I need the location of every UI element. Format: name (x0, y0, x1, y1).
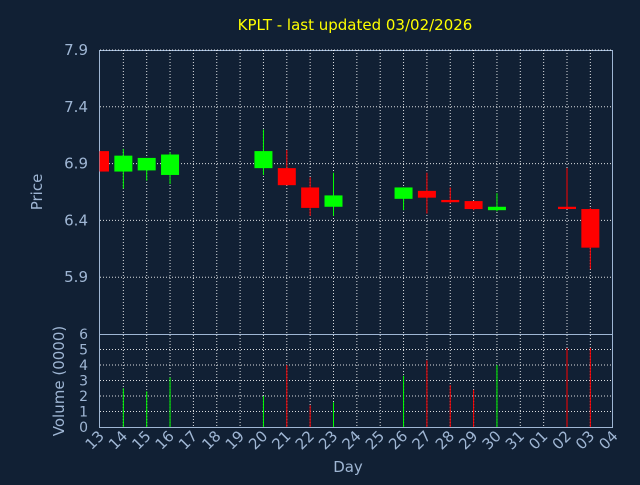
x-tick-label: 22 (292, 427, 318, 453)
x-tick-label: 31 (502, 427, 528, 453)
price-tick-label: 5.9 (64, 268, 88, 286)
x-tick-label: 24 (338, 427, 364, 453)
candle-body-23 (324, 195, 343, 207)
price-tick-label: 7.9 (64, 41, 88, 59)
candle-body-13 (100, 151, 109, 172)
grid-lines (100, 49, 612, 427)
price-tick-label: 6.4 (64, 211, 88, 229)
candle-body-28 (441, 199, 460, 203)
price-panel-frame (99, 50, 613, 335)
candle-body-03 (581, 209, 600, 248)
x-tick-label: 26 (385, 427, 411, 453)
volume-bars (122, 347, 591, 427)
x-tick-label: 25 (362, 427, 388, 453)
x-tick-label: 18 (198, 427, 224, 453)
price-tick-label: 6.9 (64, 155, 88, 173)
candle-body-22 (301, 187, 320, 208)
candle-body-02 (558, 206, 576, 210)
candle-body-27 (417, 190, 436, 198)
price-candles (99, 129, 600, 270)
volume-tick-label: 3 (79, 374, 88, 390)
volume-tick-label: 5 (79, 343, 88, 359)
x-axis-label: Day (333, 458, 363, 476)
candle-body-16 (161, 154, 180, 175)
volume-axis-label: Volume (0000) (50, 326, 68, 436)
x-tick-label: 30 (479, 427, 505, 453)
candle-body-15 (137, 157, 156, 171)
x-tick-label: 16 (152, 427, 178, 453)
x-tick-label: 04 (595, 427, 621, 453)
axis-ticks: 1314151617181920212223242526272829303101… (64, 41, 621, 453)
candle-body-26 (394, 187, 413, 199)
chart-title: KPLT - last updated 03/02/2026 (238, 16, 473, 34)
x-tick-label: 21 (268, 427, 294, 453)
candle-body-21 (277, 168, 296, 186)
volume-tick-label: 0 (79, 420, 88, 436)
price-tick-label: 7.4 (64, 98, 88, 116)
x-tick-label: 19 (222, 427, 248, 453)
candle-body-14 (114, 155, 133, 172)
x-tick-label: 02 (549, 427, 575, 453)
volume-tick-label: 4 (79, 358, 88, 374)
price-axis-label: Price (28, 174, 46, 211)
x-tick-label: 17 (175, 427, 201, 453)
x-tick-label: 03 (572, 427, 598, 453)
x-tick-label: 23 (315, 427, 341, 453)
x-tick-label: 29 (455, 427, 481, 453)
x-tick-label: 28 (432, 427, 458, 453)
candle-body-20 (254, 151, 273, 169)
x-tick-label: 20 (245, 427, 271, 453)
volume-panel-frame (99, 334, 613, 428)
x-tick-label: 01 (525, 427, 551, 453)
candle-body-29 (464, 201, 483, 210)
volume-tick-label: 1 (79, 405, 88, 421)
x-tick-label: 27 (408, 427, 434, 453)
x-tick-label: 14 (105, 427, 131, 453)
candle-body-30 (487, 206, 506, 211)
x-tick-label: 15 (128, 427, 154, 453)
volume-tick-label: 6 (79, 327, 88, 343)
volume-tick-label: 2 (79, 389, 88, 405)
